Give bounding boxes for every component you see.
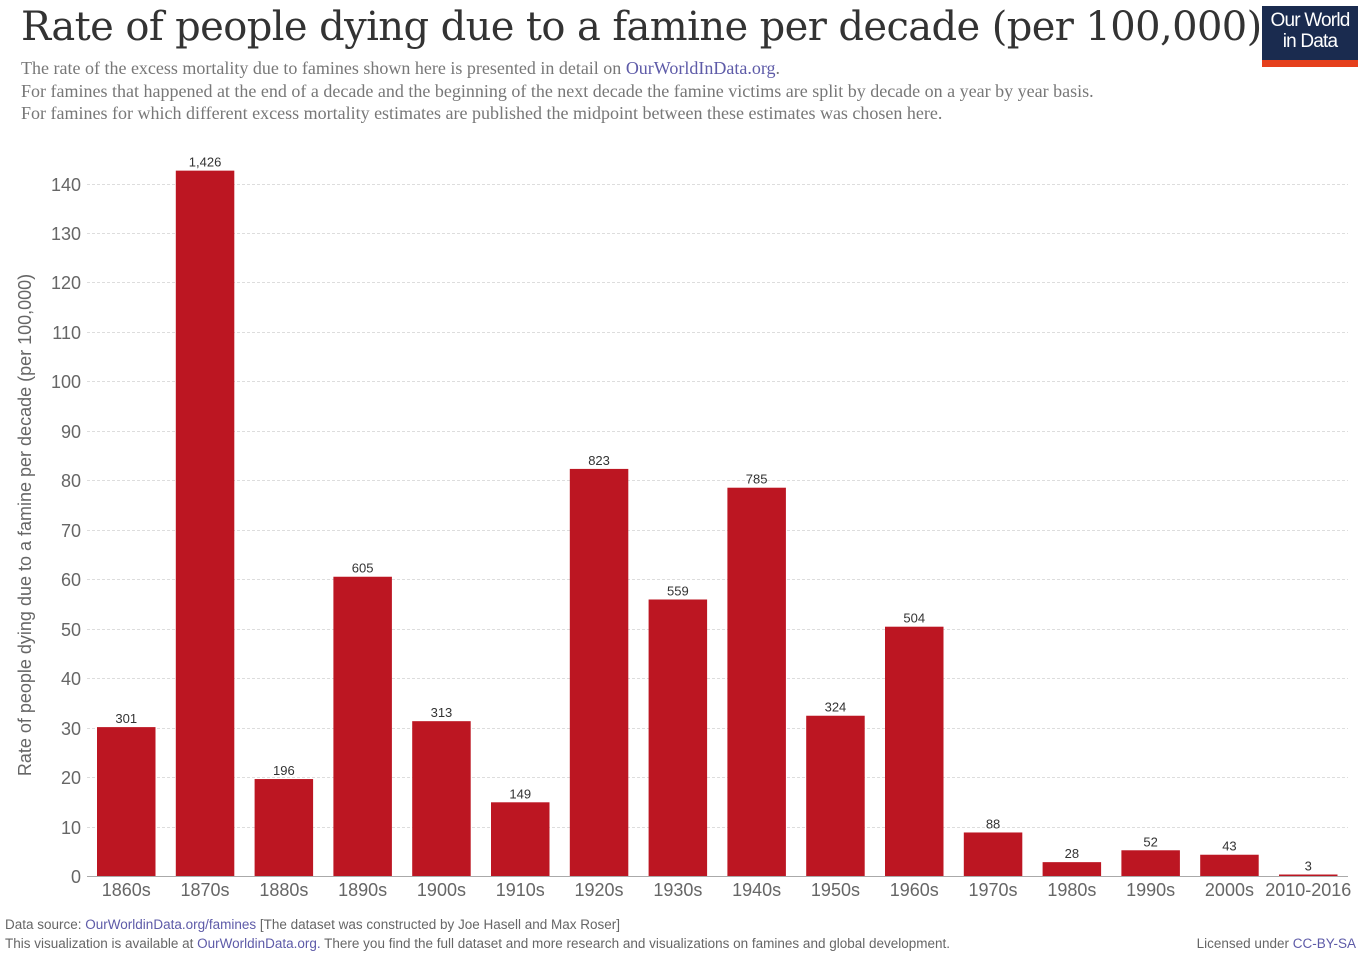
data-label: 28: [1065, 846, 1079, 861]
subtitle-line-2: For famines that happened at the end of …: [21, 80, 1094, 101]
data-label: 504: [903, 611, 925, 626]
bar-1990s[interactable]: [1121, 850, 1180, 876]
data-label: 149: [509, 786, 531, 801]
data-labels: 301 1,426 196 605 313 149 823 559 785 324 504 88 28 5…: [115, 155, 1311, 874]
bar-1870s[interactable]: [175, 170, 235, 876]
y-tick-label: 50: [61, 620, 81, 640]
subtitle-period: .: [775, 58, 781, 78]
y-axis-ticks: 0 10 20 30 40 50 60 70 80 90 100 110 120 130 140: [51, 175, 81, 887]
x-tick-label: 1860s: [102, 880, 151, 900]
data-label: 301: [115, 711, 137, 726]
x-tick-label: 1940s: [732, 880, 781, 900]
footer: Data source: OurWorldinData.org/famines …: [5, 915, 950, 953]
logo-accent-bar: [1262, 60, 1358, 67]
footer-availability: This visualization is available at OurWo…: [5, 934, 950, 953]
y-tick-label: 70: [61, 521, 81, 541]
y-tick-label: 140: [51, 175, 81, 195]
bar-1970s[interactable]: [963, 832, 1023, 876]
license-prefix: Licensed under: [1196, 936, 1293, 951]
x-tick-label: 1900s: [417, 880, 466, 900]
bar-1860s[interactable]: [97, 727, 156, 876]
chart-subtitle: The rate of the excess mortality due to …: [21, 57, 1094, 125]
y-axis-title: Rate of people dying due to a famine per…: [15, 274, 35, 776]
x-tick-label: 1970s: [969, 880, 1018, 900]
footer-avail-suffix: There you find the full dataset and more…: [320, 936, 951, 951]
bar-1940s[interactable]: [727, 487, 786, 876]
footer-source-prefix: Data source:: [5, 917, 86, 932]
bar-1960s[interactable]: [885, 626, 944, 876]
data-label: 196: [273, 763, 295, 778]
y-tick-label: 120: [51, 273, 81, 293]
x-tick-label: 2010-2016: [1265, 880, 1351, 900]
y-tick-label: 0: [71, 867, 81, 887]
x-tick-label: 1890s: [338, 880, 387, 900]
bar-1930s[interactable]: [648, 599, 708, 876]
chart-title: Rate of people dying due to a famine per…: [21, 4, 1262, 50]
data-label: 43: [1222, 839, 1236, 854]
data-label: 88: [986, 816, 1000, 831]
data-label: 1,426: [189, 155, 222, 170]
x-tick-label: 1990s: [1126, 880, 1175, 900]
y-tick-label: 30: [61, 719, 81, 739]
footer-avail-prefix: This visualization is available at: [5, 936, 198, 951]
y-tick-label: 100: [51, 372, 81, 392]
bar-1950s[interactable]: [806, 715, 865, 876]
subtitle-text: The rate of the excess mortality due to …: [21, 58, 626, 78]
y-tick-label: 10: [61, 818, 81, 838]
bar-1920s[interactable]: [569, 468, 629, 876]
x-tick-label: 1930s: [653, 880, 702, 900]
y-tick-label: 40: [61, 669, 81, 689]
license-link[interactable]: CC-BY-SA: [1292, 936, 1356, 951]
logo-line-1: Our World: [1270, 10, 1350, 31]
subtitle-link[interactable]: OurWorldInData.org: [625, 58, 776, 78]
subtitle-line-3: For famines for which different excess m…: [21, 103, 943, 123]
x-tick-label: 1980s: [1047, 880, 1096, 900]
bars: [97, 170, 1338, 877]
x-tick-label: 1950s: [811, 880, 860, 900]
logo-line-2: in Data: [1282, 31, 1338, 52]
bar-1900s[interactable]: [412, 721, 471, 876]
footer-source-suffix: [The dataset was constructed by Joe Hase…: [256, 917, 621, 932]
data-label: 823: [588, 453, 610, 468]
x-tick-label: 1880s: [259, 880, 308, 900]
bar-1890s[interactable]: [333, 576, 392, 876]
y-tick-label: 90: [61, 422, 81, 442]
data-label: 605: [352, 561, 374, 576]
gridlines: [87, 184, 1348, 828]
x-tick-label: 1920s: [575, 880, 624, 900]
our-world-in-data-logo[interactable]: Our World in Data: [1262, 6, 1358, 67]
x-tick-label: 1910s: [496, 880, 545, 900]
x-tick-label: 1870s: [181, 880, 230, 900]
data-label: 313: [431, 705, 453, 720]
license-notice: Licensed under CC-BY-SA: [1197, 934, 1356, 953]
bar-1880s[interactable]: [254, 779, 314, 876]
y-tick-label: 20: [61, 768, 81, 788]
x-tick-label: 1960s: [890, 880, 939, 900]
data-label: 785: [746, 472, 768, 487]
data-label: 3: [1305, 859, 1312, 874]
bar-1910s[interactable]: [491, 802, 550, 876]
data-label: 52: [1143, 834, 1157, 849]
bar-2010-2016[interactable]: [1279, 874, 1338, 877]
footer-avail-link[interactable]: OurWorldinData.org.: [197, 936, 321, 951]
y-tick-label: 110: [52, 323, 81, 343]
data-label: 324: [825, 700, 847, 715]
x-axis-ticks: 1860s 1870s 1880s 1890s 1900s 1910s 1920s 1930s…: [102, 880, 1352, 900]
bar-2000s[interactable]: [1200, 854, 1259, 876]
y-tick-label: 80: [61, 471, 81, 491]
y-tick-label: 130: [51, 224, 81, 244]
bar-1980s[interactable]: [1042, 862, 1102, 876]
y-tick-label: 60: [61, 570, 81, 590]
footer-source: Data source: OurWorldinData.org/famines …: [5, 915, 950, 934]
x-tick-label: 2000s: [1205, 880, 1254, 900]
subtitle-line-1: The rate of the excess mortality due to …: [21, 57, 1094, 80]
data-label: 559: [667, 583, 689, 598]
footer-source-link[interactable]: OurWorldinData.org/famines: [85, 917, 257, 932]
